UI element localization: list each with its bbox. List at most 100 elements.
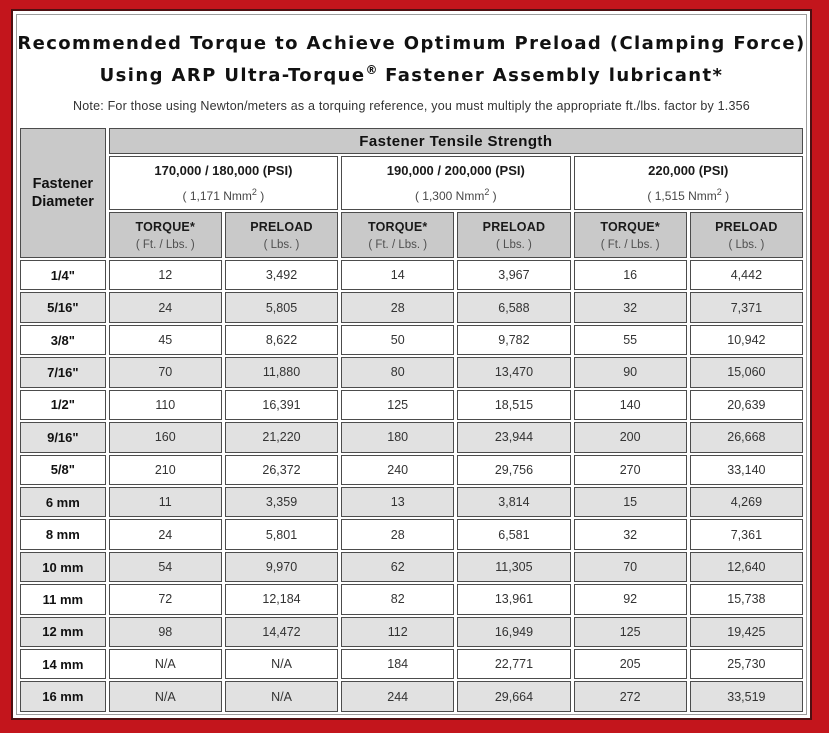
table-cell: 70 — [108, 357, 222, 388]
table-cell: 180 — [341, 422, 455, 453]
table-cell: 4,442 — [689, 260, 803, 291]
table-cell: 9,782 — [457, 324, 571, 356]
row-label-diameter: 3/8" — [20, 324, 106, 356]
table-cell: 28 — [341, 292, 455, 323]
table-row: 8 mm 24 5,801 28 6,581 32 7,361 — [20, 519, 803, 550]
table-cell: 210 — [108, 454, 222, 485]
nmm-rating: ( 1,300 Nmm2 ) — [414, 187, 497, 203]
content-panel: Recommended Torque to Achieve Optimum Pr… — [16, 14, 807, 715]
table-cell: 24 — [108, 292, 222, 323]
row-label-diameter: 12 mm — [20, 616, 106, 648]
row-label-diameter: 5/16" — [20, 292, 106, 323]
table-cell: 82 — [341, 584, 455, 615]
table-cell: N/A — [224, 649, 339, 680]
table-cell: 20,639 — [689, 389, 803, 421]
table-cell: N/A — [108, 649, 222, 680]
table-cell: 200 — [573, 422, 687, 453]
table-cell: 98 — [108, 616, 222, 648]
outer-red-frame: Recommended Torque to Achieve Optimum Pr… — [11, 9, 812, 720]
table-cell: 140 — [573, 389, 687, 421]
table-row: 3/8" 45 8,622 50 9,782 55 10,942 — [20, 324, 803, 356]
group-header-tensile-strength: Fastener Tensile Strength — [108, 128, 803, 154]
table-cell: 28 — [341, 519, 455, 550]
table-cell: 7,371 — [689, 292, 803, 323]
table-cell: 26,668 — [689, 422, 803, 453]
table-cell: 23,944 — [457, 422, 571, 453]
row-label-diameter: 1/4" — [20, 260, 106, 291]
corner-header-fastener-diameter: Fastener Diameter — [20, 128, 106, 258]
table-cell: 8,622 — [224, 324, 339, 356]
table-cell: 92 — [573, 584, 687, 615]
row-label-diameter: 10 mm — [20, 551, 106, 583]
table-cell: 110 — [108, 389, 222, 421]
table-cell: 11,305 — [457, 551, 571, 583]
table-cell: 24 — [108, 519, 222, 550]
table-cell: 33,519 — [689, 681, 803, 712]
table-cell: 11 — [108, 486, 222, 518]
table-cell: 12,184 — [224, 584, 339, 615]
table-cell: 80 — [341, 357, 455, 388]
table-cell: 16,391 — [224, 389, 339, 421]
strength-group-190-200: 190,000 / 200,000 (PSI) ( 1,300 Nmm2 ) — [341, 156, 571, 210]
table-cell: 15 — [573, 486, 687, 518]
table-cell: 29,664 — [457, 681, 571, 712]
table-cell: 29,756 — [457, 454, 571, 485]
table-cell: 33,140 — [689, 454, 803, 485]
table-row: 1/4" 12 3,492 14 3,967 16 4,442 — [20, 260, 803, 291]
table-cell: 3,814 — [457, 486, 571, 518]
table-cell: 5,801 — [224, 519, 339, 550]
table-cell: 244 — [341, 681, 455, 712]
table-cell: 21,220 — [224, 422, 339, 453]
note-text: Note: For those using Newton/meters as a… — [73, 99, 750, 113]
strength-group-170-180: 170,000 / 180,000 (PSI) ( 1,171 Nmm2 ) — [108, 156, 339, 210]
table-cell: 72 — [108, 584, 222, 615]
row-label-diameter: 14 mm — [20, 649, 106, 680]
table-cell: 13 — [341, 486, 455, 518]
table-row: 6 mm 11 3,359 13 3,814 15 4,269 — [20, 486, 803, 518]
table-cell: N/A — [108, 681, 222, 712]
row-label-diameter: 8 mm — [20, 519, 106, 550]
strength-group-220: 220,000 (PSI) ( 1,515 Nmm2 ) — [573, 156, 803, 210]
table-cell: 45 — [108, 324, 222, 356]
table-cell: 70 — [573, 551, 687, 583]
table-cell: 6,581 — [457, 519, 571, 550]
table-cell: N/A — [224, 681, 339, 712]
column-header-preload-3: PRELOAD ( Lbs. ) — [689, 212, 803, 258]
table-cell: 5,805 — [224, 292, 339, 323]
table-cell: 62 — [341, 551, 455, 583]
table-cell: 32 — [573, 292, 687, 323]
table-cell: 15,060 — [689, 357, 803, 388]
table-cell: 9,970 — [224, 551, 339, 583]
table-cell: 112 — [341, 616, 455, 648]
table-cell: 19,425 — [689, 616, 803, 648]
table-row: 14 mm N/A N/A 184 22,771 205 25,730 — [20, 649, 803, 680]
column-header-torque-2: TORQUE* ( Ft. / Lbs. ) — [341, 212, 455, 258]
table-cell: 12 — [108, 260, 222, 291]
nmm-rating: ( 1,171 Nmm2 ) — [182, 187, 265, 203]
table-row: 11 mm 72 12,184 82 13,961 92 15,738 — [20, 584, 803, 615]
row-label-diameter: 5/8" — [20, 454, 106, 485]
psi-rating: 170,000 / 180,000 (PSI) — [154, 163, 293, 178]
table-cell: 3,967 — [457, 260, 571, 291]
table-cell: 54 — [108, 551, 222, 583]
page-title-line2: Using ARP Ultra-Torque® Fastener Assembl… — [17, 57, 806, 89]
column-header-preload-2: PRELOAD ( Lbs. ) — [457, 212, 571, 258]
title-line2-pre: Using ARP Ultra-Torque — [99, 65, 366, 86]
table-cell: 16 — [573, 260, 687, 291]
table-cell: 4,269 — [689, 486, 803, 518]
title-line2-post: Fastener Assembly lubricant* — [377, 65, 724, 86]
row-label-diameter: 9/16" — [20, 422, 106, 453]
table-cell: 3,492 — [224, 260, 339, 291]
table-cell: 90 — [573, 357, 687, 388]
table-body: 1/4" 12 3,492 14 3,967 16 4,442 5/16" 24 5,805 28 6… — [20, 260, 803, 712]
table-cell: 7,361 — [689, 519, 803, 550]
table-cell: 18,515 — [457, 389, 571, 421]
table-cell: 240 — [341, 454, 455, 485]
table-cell: 10,942 — [689, 324, 803, 356]
nmm-rating: ( 1,515 Nmm2 ) — [647, 187, 730, 203]
row-label-diameter: 7/16" — [20, 357, 106, 388]
table-row: 1/2" 110 16,391 125 18,515 140 20,639 — [20, 389, 803, 421]
row-label-diameter: 6 mm — [20, 486, 106, 518]
psi-rating: 190,000 / 200,000 (PSI) — [386, 163, 525, 178]
table-row: 7/16" 70 11,880 80 13,470 90 15,060 — [20, 357, 803, 388]
